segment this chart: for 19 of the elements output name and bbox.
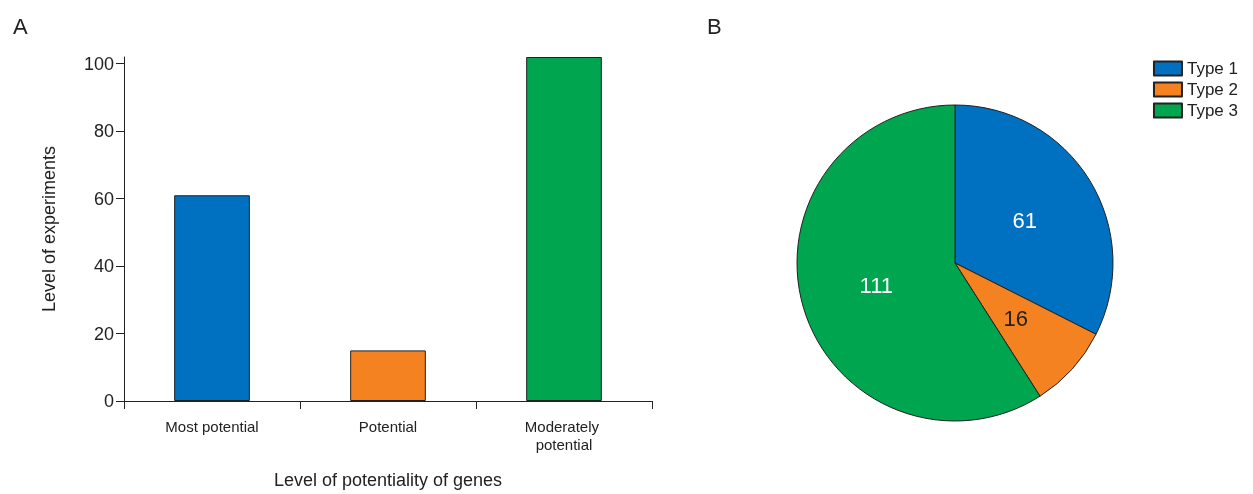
legend-label: Type 2	[1186, 80, 1239, 99]
data-label: 111	[859, 273, 894, 299]
y-axis-title: Level of experiments	[39, 145, 59, 313]
x-axis-title: Level of potentiality of genes	[273, 470, 503, 490]
legend-label: Type 3	[1186, 101, 1239, 120]
legend-label: Type 1	[1186, 59, 1239, 78]
data-label: 61	[1012, 207, 1038, 233]
y-tick-label: 0	[103, 391, 114, 411]
y-tick-label: 80	[93, 121, 114, 142]
data-label: 16	[1003, 305, 1029, 331]
y-tick-label: 20	[93, 323, 114, 344]
y-tick-label: 100	[83, 53, 114, 74]
x-tick-label: Most potential	[165, 417, 259, 435]
y-tick-label: 40	[93, 256, 114, 277]
y-tick-label: 60	[93, 188, 114, 209]
x-tick-label: Potential	[358, 417, 418, 435]
chart-title: B	[707, 13, 722, 39]
x-tick-label: Moderately potential	[524, 417, 604, 453]
chart-title: A	[13, 13, 28, 39]
